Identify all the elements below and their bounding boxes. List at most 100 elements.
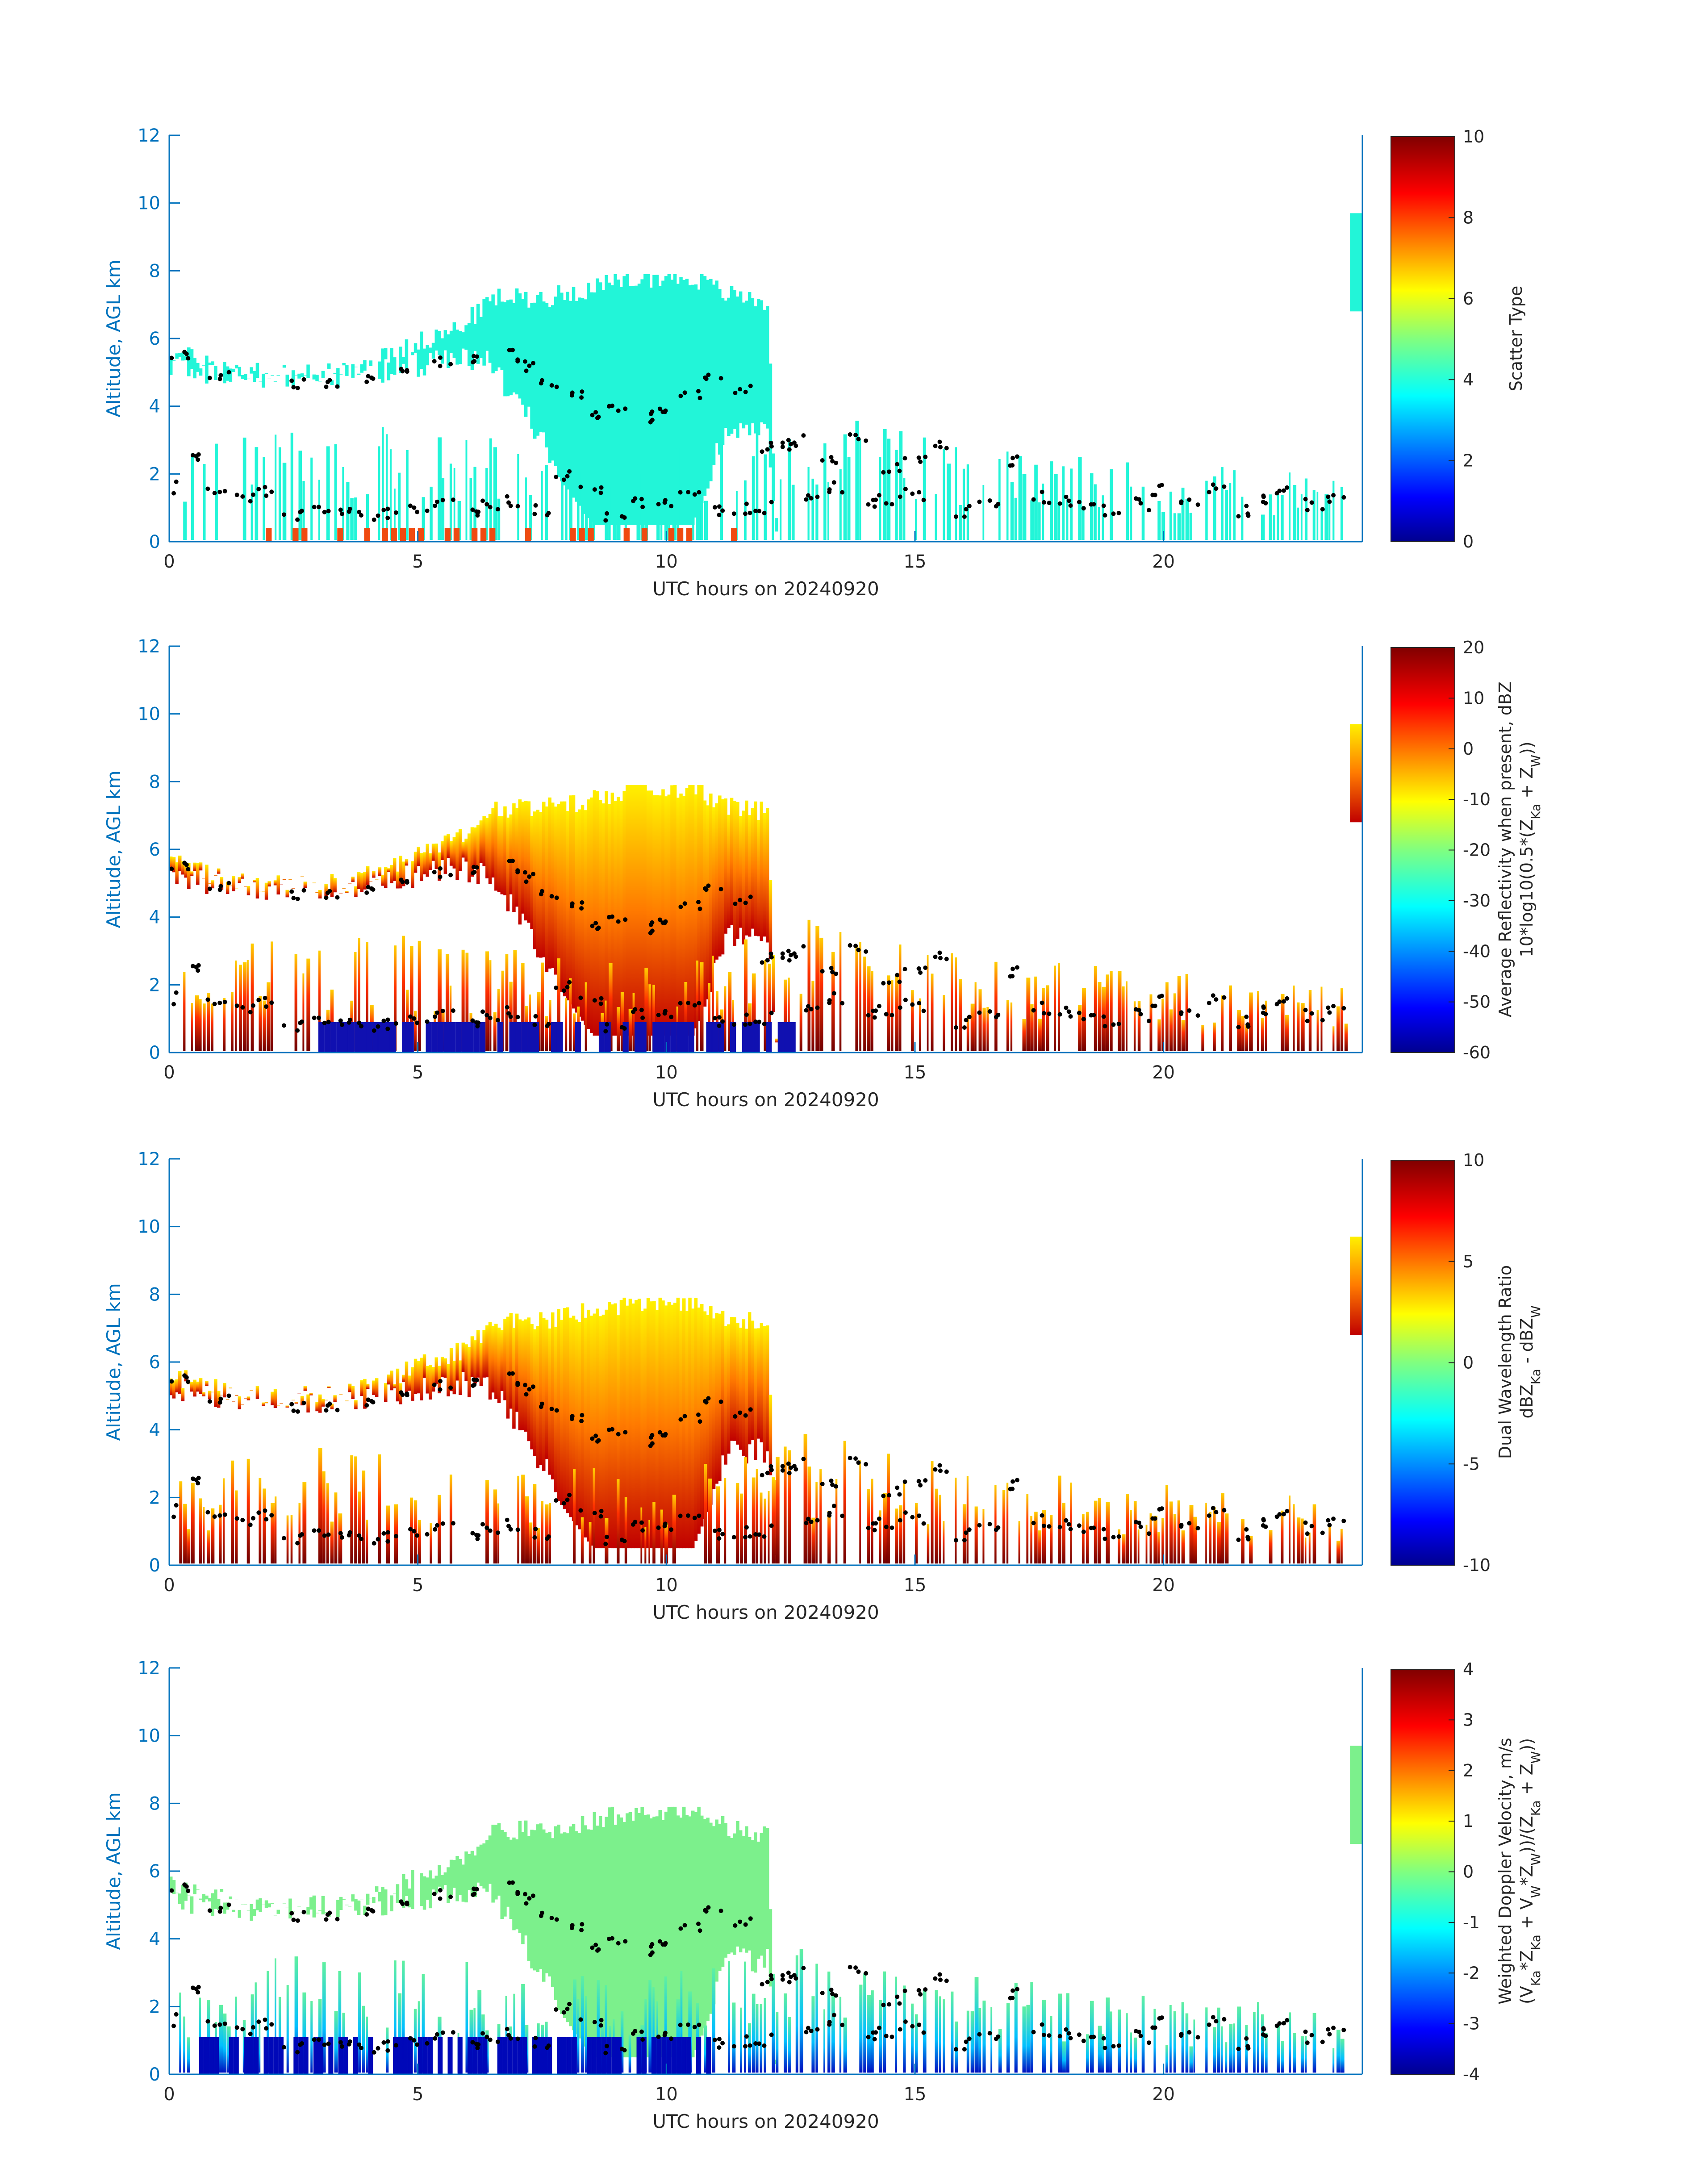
- echo-column: [608, 282, 611, 525]
- echo-column: [255, 447, 259, 540]
- echo-column: [739, 1328, 743, 1450]
- cloud-base-point: [648, 922, 653, 927]
- echo-column: [545, 303, 549, 447]
- echo-column: [560, 1320, 564, 1505]
- echo-column: [457, 501, 461, 540]
- cloud-base-point: [1116, 1534, 1121, 1539]
- echo-column: [1054, 965, 1056, 1051]
- cloud-base-point: [648, 1435, 653, 1440]
- echo-column: [1181, 488, 1185, 540]
- cloud-base-point: [438, 1896, 443, 1901]
- cloud-base-point: [1261, 1523, 1265, 1528]
- echo-column: [533, 302, 537, 439]
- echo-column: [1157, 501, 1161, 540]
- cloud-base-point: [347, 1017, 352, 1022]
- echo-column: [661, 2037, 667, 2074]
- cloud-base-point: [438, 355, 443, 360]
- echo-column: [545, 1504, 549, 1564]
- cloud-base-point: [484, 1013, 489, 1018]
- echo-column: [636, 464, 640, 540]
- echo-column: [631, 1304, 635, 1549]
- echo-column: [429, 853, 432, 870]
- echo-column: [196, 1381, 200, 1392]
- echo-column: [184, 356, 188, 360]
- cloud-base-point: [1187, 2030, 1192, 2035]
- cloud-base-point: [376, 1537, 380, 1542]
- echo-column: [752, 1993, 756, 2073]
- echo-column: [443, 1022, 450, 1053]
- echo-column: [839, 469, 842, 540]
- cloud-base-point: [898, 1518, 902, 1523]
- echo-column: [1086, 1512, 1089, 1564]
- cloud-base-point: [848, 432, 852, 437]
- echo-column: [278, 1997, 281, 2073]
- echo-column: [488, 301, 492, 363]
- echo-column: [360, 873, 363, 892]
- echo-column: [354, 1400, 358, 1409]
- echo-column: [343, 2037, 348, 2074]
- cloud-base-point: [412, 1016, 417, 1021]
- cloud-base-point: [425, 508, 430, 513]
- echo-column: [951, 953, 953, 1051]
- echo-column: [772, 1480, 776, 1564]
- colorbar-tick-label: 0: [1463, 532, 1474, 552]
- cloud-base-point: [840, 490, 845, 495]
- cloud-base-point: [191, 964, 195, 969]
- cloud-base-point: [1195, 502, 1200, 507]
- cloud-base-point: [169, 355, 174, 360]
- echo-column: [318, 480, 320, 540]
- echo-column: [512, 803, 516, 912]
- echo-column: [739, 1830, 743, 1952]
- cloud-base-point: [1047, 501, 1052, 506]
- echo-column: [434, 844, 438, 869]
- echo-column: [542, 1829, 546, 1982]
- cloud-base-point: [623, 406, 628, 411]
- echo-column: [664, 1305, 668, 1549]
- echo-column: [223, 1902, 226, 1914]
- echo-column: [348, 883, 352, 884]
- echo-column: [360, 364, 363, 373]
- echo-column: [420, 1358, 423, 1400]
- y-tick-label: 12: [138, 1149, 160, 1170]
- echo-column: [859, 1985, 863, 2073]
- echo-column: [497, 288, 501, 368]
- cloud-base-point: [923, 455, 928, 460]
- echo-column: [1241, 1519, 1244, 1564]
- echo-column: [677, 528, 684, 542]
- cloud-base-point: [196, 1990, 200, 1995]
- cloud-base-point: [1040, 489, 1044, 494]
- cloud-base-point: [1222, 1508, 1227, 1513]
- echo-column: [203, 1003, 206, 1051]
- echo-column: [584, 810, 587, 1025]
- cloud-base-point: [871, 1008, 876, 1013]
- cloud-base-point: [248, 2031, 253, 2036]
- cloud-base-point: [182, 861, 187, 865]
- echo-column: [175, 353, 179, 359]
- echo-column: [207, 1530, 210, 1564]
- echo-column: [276, 375, 280, 376]
- cloud-base-point: [1179, 1523, 1184, 1528]
- cloud-base-point: [1047, 2033, 1052, 2038]
- cloud-base-point: [692, 2025, 697, 2030]
- echo-column: [947, 464, 951, 540]
- echo-column: [644, 462, 648, 540]
- cloud-base-point: [1138, 1012, 1143, 1016]
- cloud-base-point: [916, 1988, 921, 1993]
- echo-column: [744, 1961, 746, 2073]
- echo-column: [1058, 505, 1061, 540]
- cloud-base-point: [831, 2013, 836, 2018]
- echo-column: [1030, 1516, 1032, 1564]
- cloud-base-point: [335, 384, 340, 389]
- cloud-base-point: [631, 1522, 635, 1527]
- cloud-base-point: [523, 359, 527, 364]
- echo-column: [473, 1022, 480, 1053]
- echo-column: [691, 1308, 695, 1549]
- cloud-base-point: [1327, 1010, 1332, 1015]
- cloud-base-point: [937, 1463, 942, 1468]
- cloud-base-point: [593, 1943, 598, 1947]
- echo-column: [959, 979, 962, 1051]
- cloud-base-point: [338, 507, 343, 512]
- cloud-base-point: [415, 510, 420, 514]
- echo-column: [253, 1909, 256, 1916]
- cloud-base-point: [1102, 1024, 1107, 1028]
